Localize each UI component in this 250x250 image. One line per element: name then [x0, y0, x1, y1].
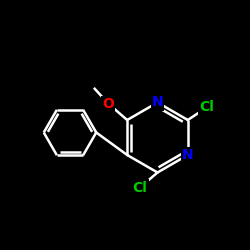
- Text: Cl: Cl: [199, 100, 214, 114]
- Text: N: N: [182, 148, 194, 162]
- Text: Cl: Cl: [132, 180, 148, 194]
- Text: O: O: [102, 97, 115, 111]
- Text: N: N: [152, 96, 163, 110]
